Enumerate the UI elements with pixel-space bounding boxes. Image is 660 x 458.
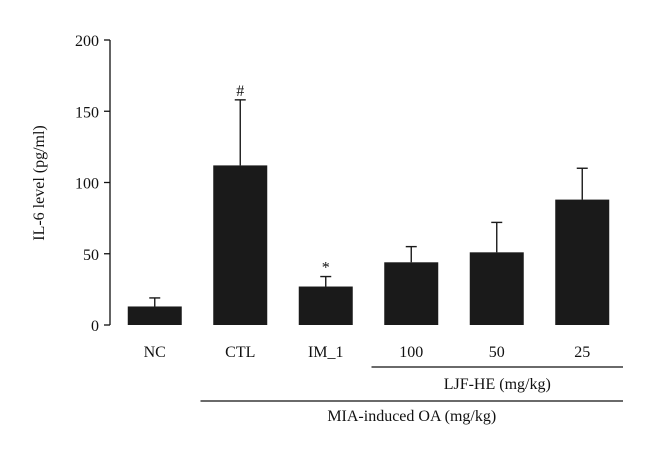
bar-ctl: [213, 165, 268, 325]
group-label: LJF-HE (mg/kg): [444, 376, 551, 393]
x-axis-tick-labels: NC CTL IM_1 100 50 25: [144, 344, 591, 361]
y-tick-label: 150: [75, 104, 99, 121]
bar-nc: [127, 306, 182, 325]
bar-50: [469, 252, 524, 325]
y-tick-label: 200: [75, 33, 99, 50]
error-bars: [149, 99, 588, 307]
x-tick-label: NC: [144, 344, 166, 361]
bar-25: [555, 199, 610, 325]
y-tick-label: 50: [83, 247, 99, 264]
y-tick-label: 0: [91, 318, 99, 335]
significance-annotations: #*: [236, 83, 330, 277]
significance-mark: *: [322, 260, 330, 277]
group-brackets: LJF-HE (mg/kg) MIA-induced OA (mg/kg): [200, 366, 623, 425]
significance-mark: #: [236, 83, 244, 100]
y-tick-label: 100: [75, 176, 99, 193]
y-axis-ticks: 0 50 100 150 200: [75, 33, 110, 335]
x-tick-label: CTL: [225, 344, 255, 361]
x-tick-label: IM_1: [308, 344, 344, 361]
x-tick-label: 100: [399, 344, 423, 361]
bar-im-1: [298, 286, 353, 325]
bars: [127, 165, 610, 325]
x-tick-label: 25: [574, 344, 590, 361]
group-label: MIA-induced OA (mg/kg): [327, 408, 496, 425]
y-axis-label: IL-6 level (pg/ml): [31, 125, 48, 241]
bar-100: [384, 262, 439, 325]
x-tick-label: 50: [489, 344, 505, 361]
